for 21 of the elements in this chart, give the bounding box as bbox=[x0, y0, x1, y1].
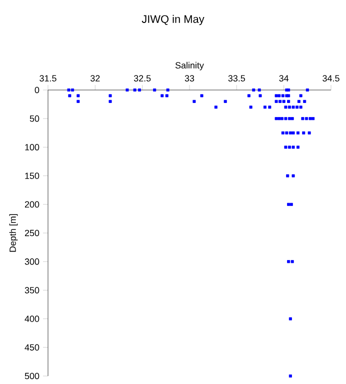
y-tick-label: 50 bbox=[30, 115, 40, 122]
y-tick-label: 200 bbox=[24, 201, 40, 208]
y-tick-label: 300 bbox=[24, 258, 40, 265]
x-axis-title: Salinity bbox=[175, 62, 204, 70]
x-tick-label: 32.5 bbox=[134, 75, 151, 82]
y-tick-label: 150 bbox=[25, 172, 40, 179]
y-tick-label: 0 bbox=[34, 86, 40, 94]
y-tick-label: 100 bbox=[25, 144, 40, 150]
y-tick-label: 250 bbox=[24, 230, 40, 236]
x-tick-label: 34 bbox=[279, 75, 289, 82]
x-tick-label: 32 bbox=[90, 75, 100, 82]
y-tick-label: 400 bbox=[24, 316, 40, 322]
y-axis-title: Depth [m] bbox=[9, 214, 18, 252]
x-tick-label: 33 bbox=[184, 75, 194, 82]
x-tick-label: 33.5 bbox=[228, 75, 246, 82]
x-tick-label: 31.5 bbox=[40, 75, 56, 82]
y-tick-label: 350 bbox=[24, 287, 40, 294]
y-tick-label: 450 bbox=[24, 344, 40, 351]
y-tick-label: 500 bbox=[24, 372, 40, 380]
x-tick-label: 34.5 bbox=[322, 75, 340, 82]
chart-title: JIWQ in May bbox=[142, 14, 204, 26]
